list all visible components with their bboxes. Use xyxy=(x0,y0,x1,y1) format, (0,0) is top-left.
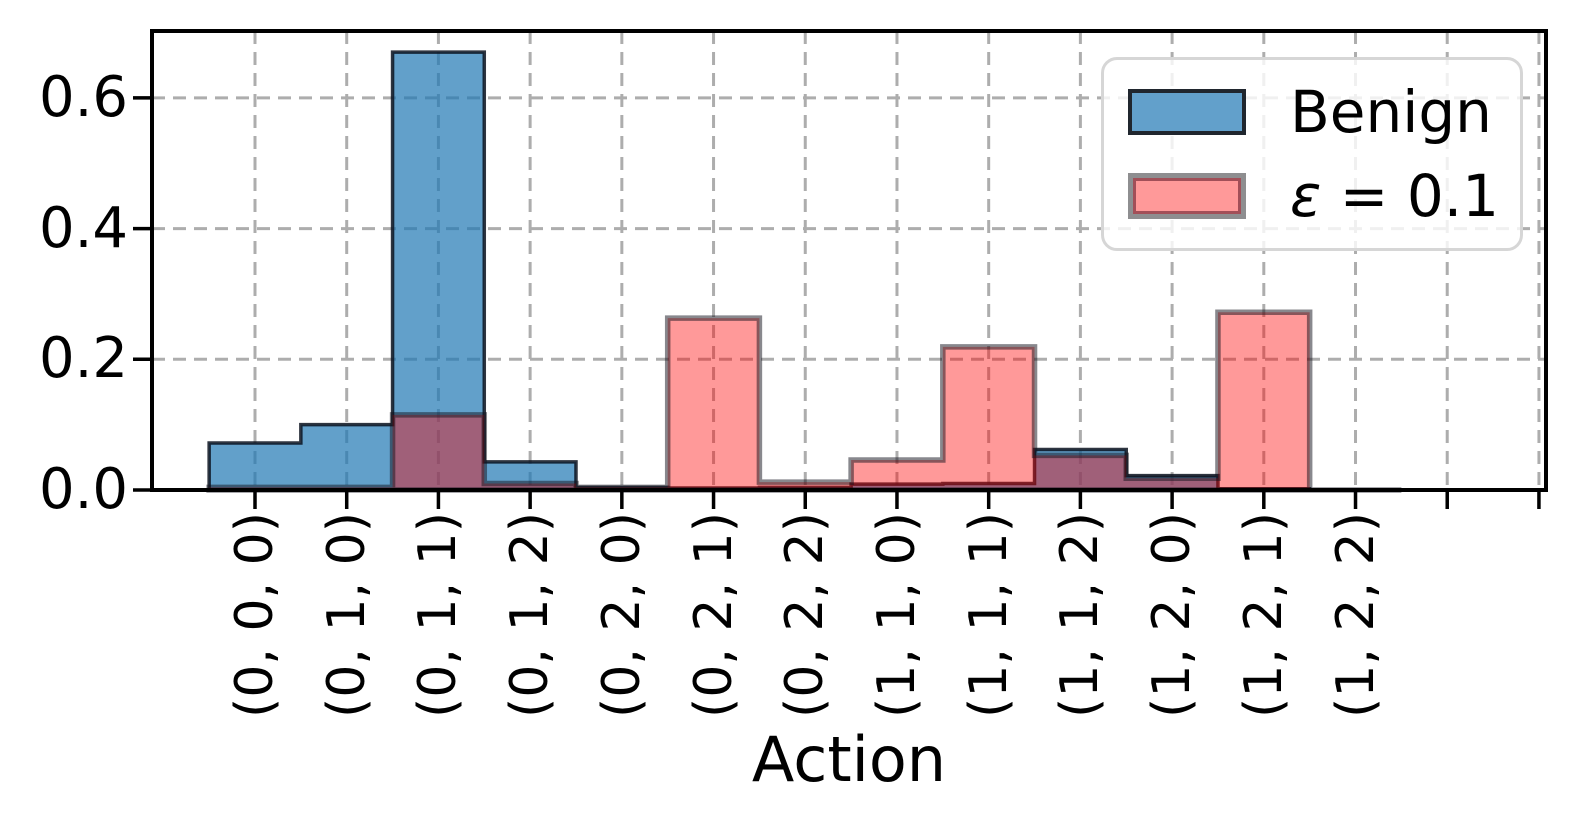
x-tick-label: (0, 2, 1) xyxy=(683,512,744,718)
series-epsilon xyxy=(206,309,1402,493)
series-fill xyxy=(209,312,1402,490)
plot-border xyxy=(150,29,1548,492)
legend-item-benign: Benign xyxy=(1128,81,1510,143)
x-tick-label: (1, 1, 2) xyxy=(1050,512,1111,718)
x-tick-label: (0, 0, 0) xyxy=(225,512,285,718)
x-tick-label: (0, 2, 0) xyxy=(591,512,652,718)
legend-swatch-epsilon xyxy=(1128,173,1246,219)
x-tick-label: (0, 2, 2) xyxy=(775,512,836,718)
series-edge xyxy=(206,309,1402,493)
epsilon-value: = 0.1 xyxy=(1321,162,1500,230)
x-axis-title: Action xyxy=(751,723,947,796)
x-tick-label: (1, 2, 1) xyxy=(1233,512,1294,718)
x-tick-label: (0, 1, 2) xyxy=(500,512,561,718)
x-tick-label: (1, 2, 2) xyxy=(1325,512,1386,718)
legend: Benign ε = 0.1 xyxy=(1101,57,1523,251)
y-tick-label: 0.4 xyxy=(38,195,128,261)
x-tick-label: (1, 2, 0) xyxy=(1142,512,1203,718)
x-tick-label: (1, 1, 0) xyxy=(866,512,927,718)
legend-label-benign: Benign xyxy=(1290,78,1492,146)
y-tick-label: 0.6 xyxy=(38,64,128,130)
axes-layer xyxy=(133,29,1548,509)
x-tick-label: (0, 1, 0) xyxy=(316,512,377,718)
x-tick-label: (1, 1, 1) xyxy=(958,512,1019,718)
series-fill xyxy=(209,52,1402,490)
y-tick-label: 0.0 xyxy=(38,457,128,522)
legend-label-epsilon: ε = 0.1 xyxy=(1290,165,1499,227)
x-tick-label: (0, 1, 1) xyxy=(408,512,469,718)
y-tick-label: 0.2 xyxy=(38,326,128,392)
epsilon-symbol: ε xyxy=(1290,162,1322,230)
grid-layer xyxy=(152,31,1546,490)
legend-item-epsilon: ε = 0.1 xyxy=(1128,165,1510,227)
legend-swatch-benign xyxy=(1128,89,1246,135)
